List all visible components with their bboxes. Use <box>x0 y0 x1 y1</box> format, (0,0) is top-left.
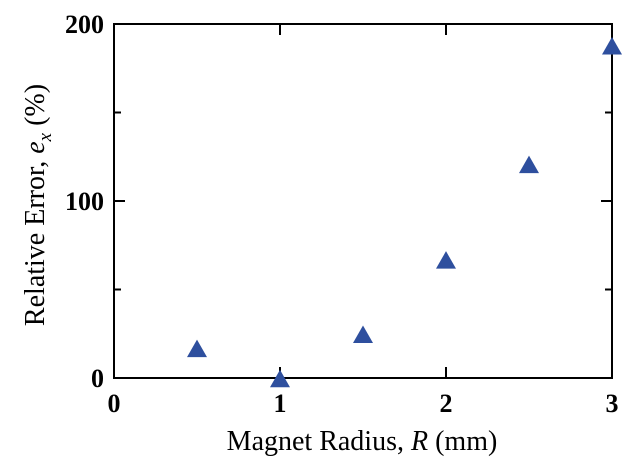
axis-ticks <box>113 23 613 379</box>
plot-border <box>113 23 613 379</box>
y-tick-labels: 0 100 200 <box>65 10 104 393</box>
data-points <box>187 37 622 388</box>
y-tick-label: 200 <box>65 10 104 39</box>
data-point-triangle <box>519 155 539 174</box>
x-tick-label: 2 <box>440 389 453 418</box>
x-tick-labels: 0 1 2 3 <box>108 389 619 418</box>
y-axis-title: Relative Error, ex (%) <box>20 84 56 326</box>
data-point-triangle <box>187 339 207 358</box>
y-tick-label: 100 <box>65 187 104 216</box>
data-point-triangle <box>602 37 622 55</box>
plot-frame <box>113 23 613 379</box>
x-tick-label: 1 <box>274 389 287 418</box>
x-axis-title: Magnet Radius, R (mm) <box>227 426 498 457</box>
x-tick-label: 0 <box>108 389 121 418</box>
data-point-triangle <box>353 325 373 344</box>
y-tick-label: 0 <box>91 364 104 393</box>
data-point-triangle <box>270 369 290 388</box>
x-tick-label: 3 <box>606 389 619 418</box>
data-point-triangle <box>436 251 456 269</box>
